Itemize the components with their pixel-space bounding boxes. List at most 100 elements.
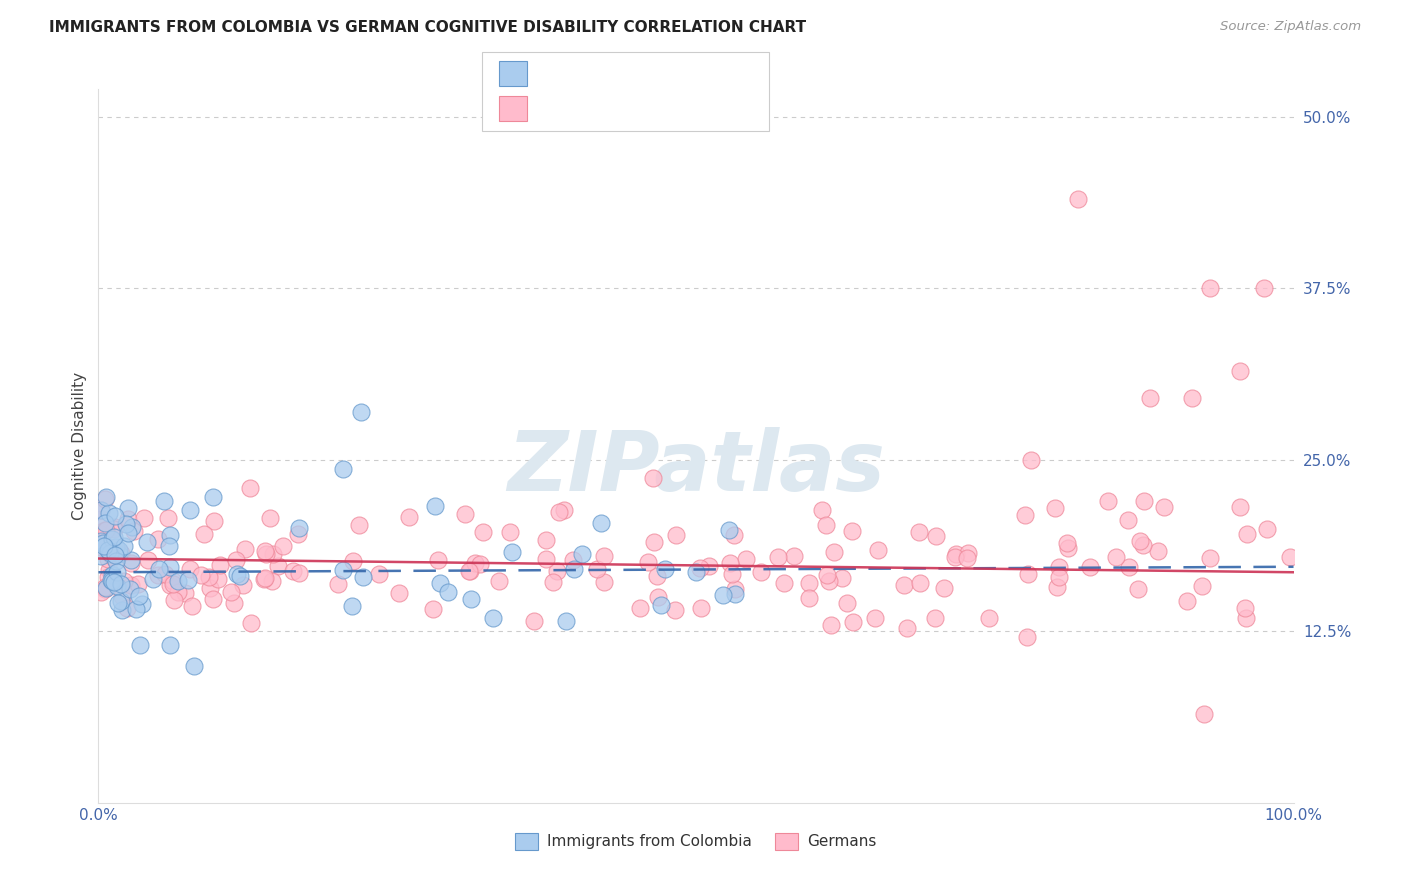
Point	[115, 601, 138, 615]
Point	[253, 543, 276, 558]
Point	[281, 565, 304, 579]
Point	[571, 547, 593, 561]
Point	[110, 576, 132, 591]
Point	[1097, 494, 1119, 508]
Point	[90, 527, 112, 541]
Point	[97, 569, 120, 583]
Point	[1236, 527, 1258, 541]
Point	[957, 546, 980, 560]
Point	[1043, 500, 1066, 515]
Point	[1153, 500, 1175, 515]
Point	[159, 559, 181, 574]
Point	[97, 543, 120, 558]
Point	[437, 585, 460, 599]
Point	[179, 562, 201, 576]
Point	[90, 540, 112, 554]
Point	[865, 610, 887, 624]
Point	[562, 553, 585, 567]
Point	[523, 615, 546, 629]
Point	[153, 567, 176, 582]
Text: Source: ZipAtlas.com: Source: ZipAtlas.com	[1220, 20, 1361, 33]
Point	[555, 615, 578, 629]
Point	[136, 534, 159, 549]
Point	[866, 542, 889, 557]
Point	[159, 638, 181, 652]
Point	[107, 596, 129, 610]
Point	[131, 598, 153, 612]
Point	[1104, 550, 1126, 565]
Point	[637, 556, 659, 570]
Point	[112, 539, 135, 553]
Point	[157, 539, 180, 553]
Point	[115, 517, 138, 532]
Point	[458, 565, 481, 579]
Point	[117, 525, 139, 540]
Point	[471, 524, 494, 539]
Point	[593, 574, 616, 589]
Point	[1046, 580, 1069, 594]
Point	[1047, 570, 1070, 584]
Point	[254, 571, 277, 585]
Point	[1057, 541, 1080, 556]
Point	[592, 549, 614, 564]
Text: 79: 79	[690, 66, 711, 80]
Point	[1019, 452, 1042, 467]
Point	[689, 560, 711, 574]
Text: R =: R =	[538, 102, 572, 116]
Point	[1229, 363, 1251, 377]
Point	[340, 599, 363, 613]
Point	[90, 531, 112, 545]
Point	[288, 566, 311, 581]
Point	[326, 576, 349, 591]
Point	[766, 549, 789, 564]
Point	[112, 574, 135, 588]
Point	[107, 542, 129, 557]
Point	[724, 582, 747, 596]
Point	[541, 575, 564, 590]
Point	[198, 581, 221, 595]
Point	[342, 554, 364, 568]
Point	[94, 523, 117, 537]
Point	[177, 573, 200, 587]
Point	[128, 638, 150, 652]
Point	[908, 524, 931, 539]
Point	[943, 550, 966, 565]
Point	[120, 582, 142, 597]
Point	[1234, 601, 1257, 615]
Point	[488, 574, 510, 588]
Point	[1056, 536, 1078, 550]
Point	[97, 542, 120, 557]
Point	[94, 581, 117, 595]
Point	[810, 503, 832, 517]
Point	[103, 530, 125, 544]
Point	[225, 553, 247, 567]
Point	[90, 524, 112, 539]
Point	[773, 575, 796, 590]
Point	[368, 567, 391, 582]
Point	[1132, 538, 1154, 552]
Point	[797, 575, 820, 590]
Point	[628, 600, 651, 615]
Point	[689, 600, 711, 615]
Point	[924, 610, 946, 624]
Point	[468, 557, 491, 571]
Point	[148, 562, 170, 576]
Point	[534, 533, 557, 548]
Point	[820, 618, 842, 632]
Point	[94, 491, 117, 506]
Point	[97, 563, 120, 577]
Point	[173, 586, 195, 600]
Point	[591, 516, 613, 531]
Text: N =: N =	[644, 66, 688, 80]
Point	[259, 510, 281, 524]
Point	[723, 527, 745, 541]
Point	[665, 528, 688, 542]
Point	[232, 578, 254, 592]
Point	[105, 565, 128, 579]
Point	[547, 505, 569, 519]
Point	[388, 586, 411, 600]
Point	[814, 517, 837, 532]
Point	[654, 562, 676, 576]
Point	[1014, 508, 1036, 522]
Point	[429, 576, 451, 591]
